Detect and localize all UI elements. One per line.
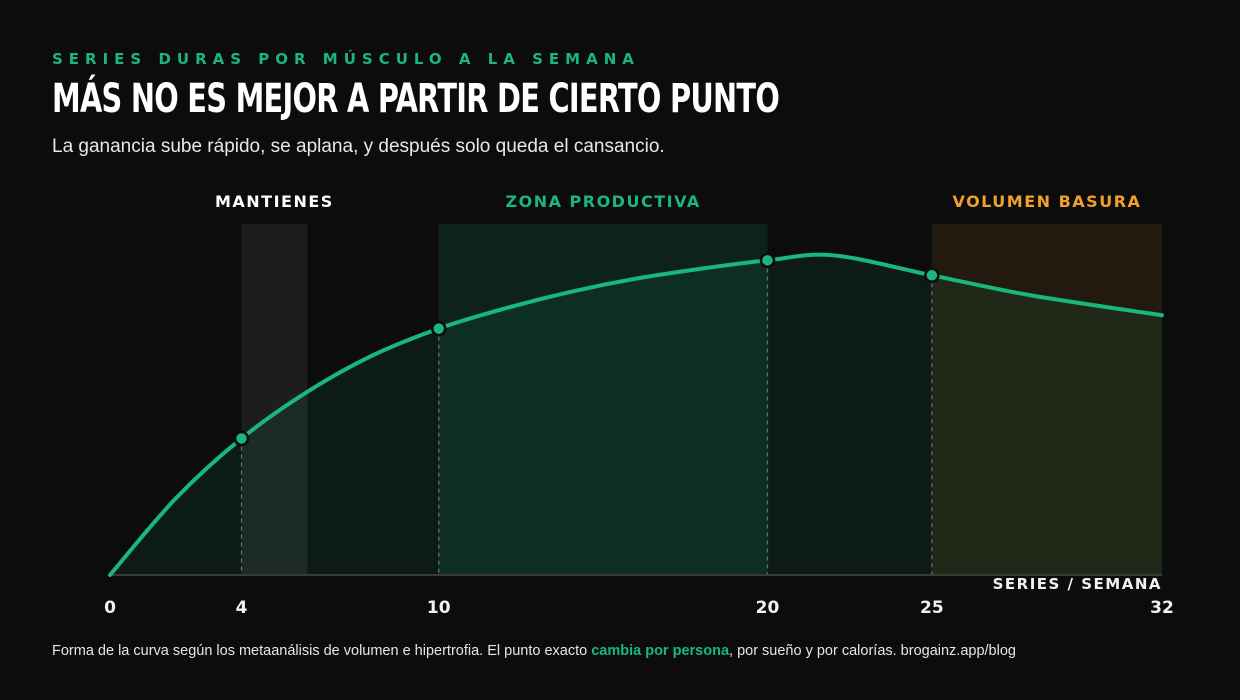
chart-subtitle: La ganancia sube rápido, se aplana, y de…	[52, 136, 665, 157]
curve-area-fill	[110, 254, 1162, 576]
area-layer	[110, 254, 1162, 576]
x-tick-0: 0	[104, 598, 116, 618]
footer-highlight: cambia por persona	[591, 643, 730, 659]
x-tick-4: 4	[236, 598, 248, 618]
chart-kicker: SERIES DURAS POR MÚSCULO A LA SEMANA	[52, 50, 640, 68]
markers-layer	[233, 252, 940, 447]
x-tick-32: 32	[1150, 598, 1174, 618]
zone-label-3: VOLUMEN BASURA	[952, 192, 1141, 211]
curve-marker-3	[759, 252, 776, 269]
x-tick-10: 10	[427, 598, 451, 618]
zone-label-1: MANTIENES	[215, 192, 334, 211]
labels-layer: MANTIENES ZONA PRODUCTIVA VOLUMEN BASURA 0 4…	[104, 192, 1174, 618]
footer-text-end: , por sueño y por calorías. brogainz.app…	[729, 643, 1016, 659]
zone-label-2: ZONA PRODUCTIVA	[505, 192, 700, 211]
chart-footer: Forma de la curva según los metaanálisis…	[52, 643, 1016, 659]
curve-marker-1	[233, 430, 250, 447]
footer-text-start: Forma de la curva según los metaanálisis…	[52, 643, 592, 659]
curve-marker-2	[431, 320, 447, 337]
guides-layer	[240, 260, 933, 575]
curve-marker-4	[924, 267, 940, 284]
zone-band-2	[438, 224, 768, 575]
x-tick-20: 20	[756, 598, 780, 618]
x-tick-25: 25	[920, 598, 944, 618]
x-axis-title: SERIES / SEMANA	[993, 575, 1162, 593]
chart-title: MÁS NO ES MEJOR A PARTIR DE CIERTO PUNTO	[52, 76, 780, 122]
